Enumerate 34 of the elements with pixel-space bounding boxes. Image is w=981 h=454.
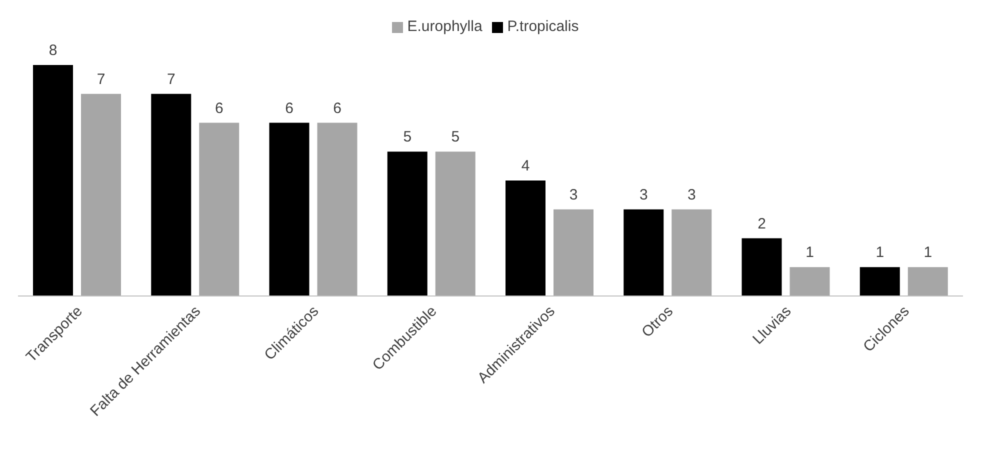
data-label: 5 [403,128,412,146]
bar [790,267,830,296]
data-label: 7 [166,70,176,88]
bar [269,122,310,296]
bar [81,94,121,296]
data-label: 3 [639,186,648,204]
data-label: 3 [687,186,696,204]
data-label: 4 [521,158,530,174]
data-label: 1 [876,244,884,262]
data-label: 1 [924,244,932,262]
data-label: 6 [214,100,224,117]
data-label: 1 [806,244,814,262]
bar [742,238,782,296]
bar [435,152,476,296]
bar [860,267,900,296]
bar [387,152,428,296]
bar [33,65,73,296]
data-label: 6 [333,100,342,117]
bar [317,122,358,296]
bar [672,209,712,296]
data-label: 2 [758,215,766,232]
bar [151,94,192,296]
bar [554,209,594,296]
data-label: 8 [48,42,58,59]
data-label: 7 [96,70,106,88]
bar [624,209,664,296]
bar [908,267,948,296]
legend-label: P.tropicalis [507,18,579,35]
legend-label: E.urophylla [407,18,482,35]
bar [199,122,240,296]
data-label: 5 [451,128,460,146]
bar [506,180,546,296]
data-label: 3 [569,186,578,204]
data-label: 6 [285,100,294,117]
